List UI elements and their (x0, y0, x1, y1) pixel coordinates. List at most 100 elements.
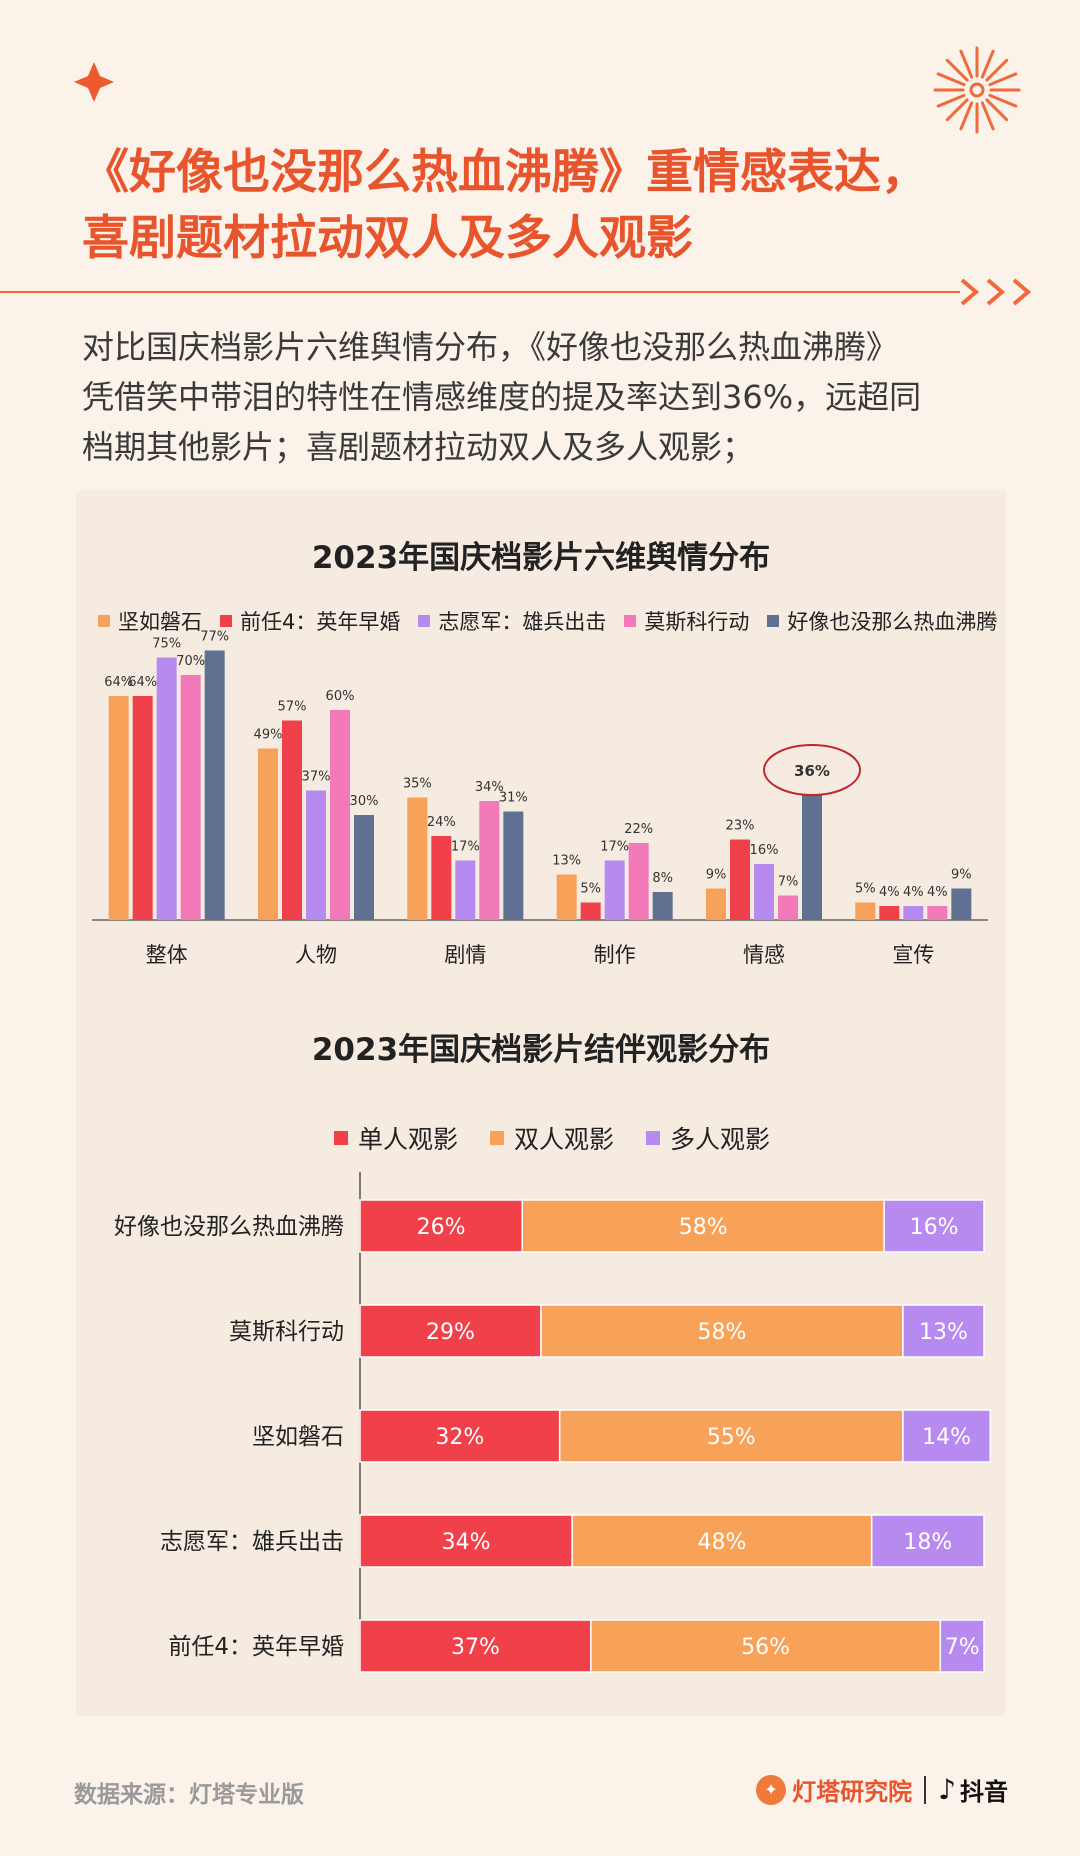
subtitle-line-3: 档期其他影片；喜剧题材拉动双人及多人观影； (82, 428, 755, 466)
data-label: 22% (624, 822, 653, 837)
data-label: 77% (200, 630, 229, 645)
legend-item: 多人观影 (646, 1120, 770, 1156)
bar (778, 895, 798, 920)
brand-name: 灯塔研究院 (792, 1778, 913, 1806)
bar (108, 696, 129, 920)
bar (580, 902, 601, 920)
data-label: 13% (552, 854, 581, 869)
data-label: 17% (600, 840, 629, 855)
bar (951, 888, 972, 920)
bar (706, 888, 726, 920)
chevron-right-icon (986, 278, 1006, 306)
stacked-segment (870, 1514, 985, 1568)
legend-label: 多人观影 (670, 1125, 771, 1154)
stacked-segment (571, 1514, 873, 1568)
bar (455, 860, 476, 920)
firework-ray (936, 93, 966, 108)
title-line-1: 《好像也没那么热血沸腾》重情感表达， (82, 145, 928, 200)
chevron-right-icon (1012, 278, 1032, 306)
y-category-label: 好像也没那么热血沸腾 (114, 1214, 344, 1240)
legend-swatch (418, 615, 431, 627)
segment-label: 48% (697, 1530, 746, 1555)
brand: ✦ 灯塔研究院 ♪ 抖音 (756, 1772, 1008, 1807)
stacked-segment (883, 1199, 985, 1253)
firework-ray (959, 101, 974, 131)
chart2-legend: 单人观影 双人观影 多人观影 (334, 1120, 802, 1156)
title-line-2: 喜剧题材拉动双人及多人观影 (82, 211, 693, 266)
legend-label: 单人观影 (358, 1125, 459, 1154)
stacked-segment (359, 1409, 561, 1463)
chart-panel (76, 490, 1006, 1716)
stacked-segment (540, 1304, 904, 1358)
y-category-label: 前任4：英年早婚 (168, 1634, 344, 1660)
segment-label: 7% (945, 1635, 980, 1660)
data-label: 17% (451, 840, 480, 855)
sparkle-icon (74, 62, 114, 102)
legend-item: 坚如磐石 (98, 606, 202, 636)
chart1-title: 2023年国庆档影片六维舆情分布 (311, 540, 771, 576)
firework-ray (988, 93, 1018, 108)
bar (503, 811, 524, 920)
legend-swatch (490, 1131, 505, 1145)
bar (628, 843, 649, 920)
segment-label: 14% (922, 1425, 971, 1450)
segment-label: 56% (741, 1635, 790, 1660)
bar (604, 860, 625, 920)
segment-label: 13% (919, 1320, 968, 1345)
data-label: 36% (794, 762, 830, 780)
legend-item: 志愿军：雄兵出击 (418, 606, 606, 636)
firework-ray (945, 98, 969, 122)
legend-label: 志愿军：雄兵出击 (438, 610, 607, 634)
legend-swatch (220, 615, 232, 627)
bar (132, 696, 153, 920)
segment-label: 16% (910, 1215, 959, 1240)
bar (479, 801, 500, 920)
firework-ray (936, 72, 966, 87)
legend-label: 莫斯科行动 (644, 610, 750, 634)
legend-item: 双人观影 (490, 1120, 614, 1156)
segment-label: 26% (417, 1215, 466, 1240)
data-label: 70% (176, 654, 205, 669)
bar (652, 892, 673, 920)
bar (556, 874, 577, 920)
legend-swatch (646, 1131, 661, 1145)
firework-ray (980, 49, 995, 79)
data-label: 37% (302, 770, 331, 785)
lighthouse-logo-icon: ✦ (756, 1774, 787, 1805)
data-label: 9% (706, 868, 727, 883)
data-label: 64% (128, 675, 157, 690)
legend-label: 双人观影 (514, 1125, 615, 1154)
bar (306, 790, 326, 920)
chart2-title: 2023年国庆档影片结伴观影分布 (311, 1032, 771, 1068)
legend-label: 前任4：英年早婚 (240, 610, 401, 634)
data-label: 49% (254, 728, 283, 743)
x-tick-label: 情感 (743, 943, 785, 967)
x-tick-label: 宣传 (892, 943, 934, 967)
bar (730, 839, 750, 920)
bar (927, 906, 948, 920)
legend-item: 单人观影 (334, 1120, 458, 1156)
bar (431, 836, 452, 920)
bar (156, 657, 177, 920)
decorations (74, 46, 1032, 306)
firework-ray (985, 98, 1009, 122)
data-label: 5% (580, 882, 601, 897)
legend-label: 坚如磐石 (118, 610, 202, 634)
bar (407, 797, 428, 920)
firework-ray (988, 72, 1018, 87)
legend-item: 好像也没那么热血沸腾 (767, 606, 997, 636)
data-source: 数据来源：灯塔专业版 (74, 1782, 304, 1808)
firework-ray (945, 58, 969, 82)
data-label: 57% (278, 700, 307, 715)
data-label: 64% (104, 675, 133, 690)
segment-label: 29% (426, 1320, 475, 1345)
bar (879, 906, 900, 920)
stacked-segment (521, 1199, 885, 1253)
bar (180, 675, 201, 920)
data-label: 24% (427, 815, 456, 830)
stacked-segment (939, 1619, 985, 1673)
segment-label: 34% (442, 1530, 491, 1555)
highlight-circle (763, 744, 861, 796)
legend-item: 莫斯科行动 (624, 606, 749, 636)
stacked-segment (558, 1409, 904, 1463)
